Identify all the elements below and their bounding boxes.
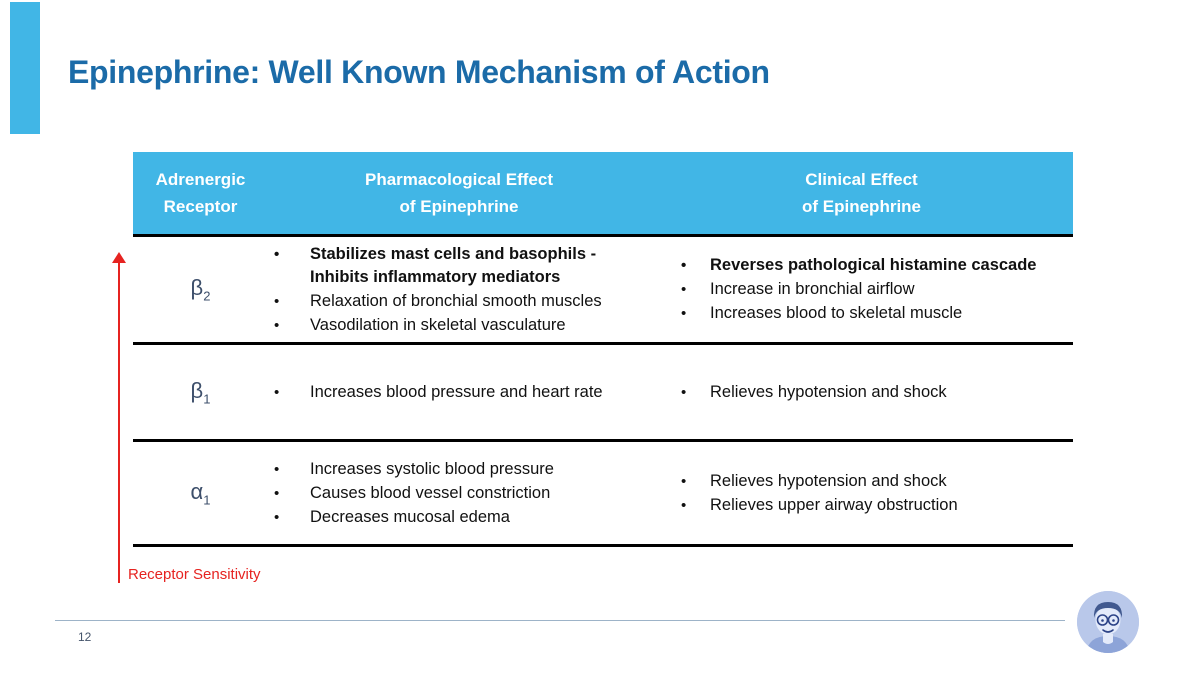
list-item: Relieves upper airway obstruction	[681, 494, 1073, 517]
bullet-icon	[274, 290, 310, 313]
clinical-cell: Relieves hypotension and shock Relieves …	[650, 442, 1073, 544]
effects-table: Adrenergic Receptor Pharmacological Effe…	[133, 152, 1073, 547]
header-line: of Epinephrine	[399, 197, 519, 216]
clinical-cell: Relieves hypotension and shock	[650, 345, 1073, 439]
receptor-symbol-beta2: β2	[190, 275, 211, 304]
presenter-photo-icon	[1077, 591, 1139, 653]
bullet-icon	[681, 278, 710, 301]
pharmacological-cell: Increases blood pressure and heart rate	[268, 345, 650, 439]
presenter-avatar	[1076, 590, 1140, 654]
receptor-sensitivity-arrow	[118, 262, 120, 583]
list-item: Relieves hypotension and shock	[681, 470, 1073, 493]
clinical-cell: Reverses pathological histamine cascade …	[650, 237, 1073, 342]
table-row-alpha1: α1 Increases systolic blood pressure Cau…	[133, 442, 1073, 547]
pharmacological-cell: Stabilizes mast cells and basophils - In…	[268, 237, 650, 342]
receptor-symbol-beta1: β1	[190, 377, 211, 407]
receptor-cell: β2	[133, 237, 268, 342]
footer-divider	[55, 620, 1065, 621]
table-row-beta2: β2 Stabilizes mast cells and basophils -…	[133, 237, 1073, 345]
list-item: Vasodilation in skeletal vasculature	[274, 314, 650, 337]
list-item: Stabilizes mast cells and basophils - In…	[274, 243, 650, 289]
pharmacological-cell: Increases systolic blood pressure Causes…	[268, 442, 650, 544]
list-item: Increase in bronchial airflow	[681, 278, 1073, 301]
bullet-icon	[681, 381, 710, 404]
bullet-icon	[681, 302, 710, 325]
header-line: Pharmacological Effect	[364, 170, 553, 189]
receptor-symbol-alpha1: α1	[190, 478, 211, 508]
page-number: 12	[78, 630, 92, 644]
receptor-cell: α1	[133, 442, 268, 544]
bullet-icon	[681, 494, 710, 517]
table-row-beta1: β1 Increases blood pressure and heart ra…	[133, 345, 1073, 442]
header-line: of Epinephrine	[802, 197, 921, 216]
header-adrenergic-receptor: Adrenergic Receptor	[133, 152, 268, 234]
header-line: Adrenergic	[155, 170, 246, 189]
header-line: Clinical Effect	[805, 170, 918, 189]
receptor-cell: β1	[133, 345, 268, 439]
list-item: Relieves hypotension and shock	[681, 381, 1073, 404]
bullet-icon	[274, 458, 310, 481]
list-item: Reverses pathological histamine cascade	[681, 254, 1073, 277]
bullet-icon	[274, 243, 310, 266]
bullet-icon	[274, 482, 310, 505]
list-item: Causes blood vessel constriction	[274, 482, 650, 505]
bullet-icon	[681, 470, 710, 493]
list-item: Increases blood to skeletal muscle	[681, 302, 1073, 325]
arrow-up-icon	[112, 252, 126, 263]
list-item: Increases blood pressure and heart rate	[274, 381, 650, 404]
bullet-icon	[274, 314, 310, 337]
list-item: Increases systolic blood pressure	[274, 458, 650, 481]
bullet-icon	[274, 506, 310, 529]
header-line: Receptor	[163, 197, 238, 216]
receptor-sensitivity-label: Receptor Sensitivity	[128, 566, 261, 583]
bullet-icon	[681, 254, 710, 277]
corner-accent-bar	[10, 2, 40, 134]
list-item: Decreases mucosal edema	[274, 506, 650, 529]
table-header-row: Adrenergic Receptor Pharmacological Effe…	[133, 152, 1073, 237]
list-item: Relaxation of bronchial smooth muscles	[274, 290, 650, 313]
bullet-icon	[274, 381, 310, 404]
header-pharmacological-effect: Pharmacological Effect of Epinephrine	[268, 152, 650, 234]
slide-title: Epinephrine: Well Known Mechanism of Act…	[68, 54, 770, 90]
header-clinical-effect: Clinical Effect of Epinephrine	[650, 152, 1073, 234]
